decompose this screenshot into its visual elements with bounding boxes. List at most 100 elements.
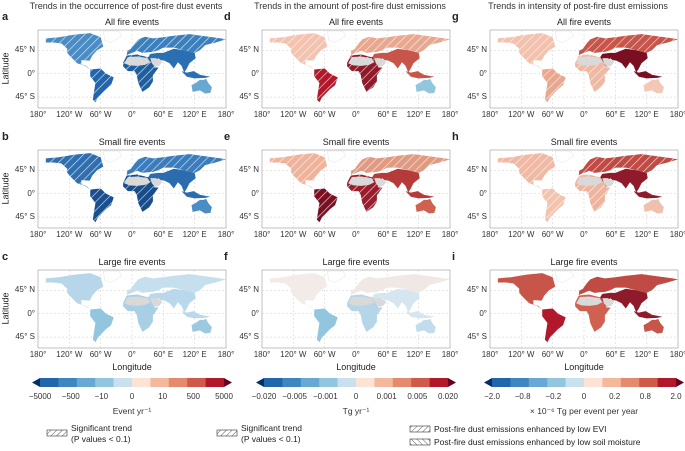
panel-title: Large fire events	[322, 257, 390, 267]
landmass-sah	[576, 176, 603, 186]
landmass-eu	[350, 274, 450, 295]
landmass-as	[371, 48, 420, 73]
landmass-sah	[348, 176, 375, 186]
significant-trend-swatch	[216, 429, 238, 437]
colorbar-extend-min	[32, 378, 40, 387]
colorbar-tick-label: 0.020	[437, 392, 459, 401]
landmass-au	[643, 318, 664, 334]
column-title-2: Trends in intensity of post-fire dust em…	[488, 1, 668, 11]
x-tick-label: 60° W	[89, 350, 112, 359]
panel-letter: f	[224, 251, 228, 263]
panel-letter: d	[224, 11, 231, 23]
landmass-as	[599, 48, 648, 73]
y-tick-label: 45° N	[14, 285, 35, 295]
legend-label: Post-fire dust emissions enhanced by low…	[434, 424, 607, 434]
x-tick-label: 120° E	[182, 110, 207, 119]
y-tick-label: 45° N	[238, 285, 259, 295]
x-tick-label: 120° W	[280, 350, 307, 359]
y-tick-label: 45° N	[466, 165, 487, 175]
significance-hatching	[542, 188, 566, 223]
x-tick-label: 180°	[481, 350, 499, 359]
colorbar-tick-label: 0	[581, 392, 587, 401]
landmass-sah	[348, 296, 375, 306]
panel-letter: h	[452, 131, 459, 143]
landmass-gl	[555, 30, 574, 43]
x-tick-label: 60° E	[153, 350, 174, 359]
colorbar-segment	[264, 378, 283, 387]
colorbar-segment	[300, 378, 320, 387]
landmass-gl	[327, 30, 346, 43]
colorbar-tick-label: 0.001	[376, 392, 397, 401]
colorbar-unit: × 10⁻⁶ Tg per event per year	[529, 406, 639, 416]
landmass-au	[415, 198, 436, 214]
legend-label: (P values < 0.1)	[241, 434, 301, 444]
x-tick-label: 120° W	[56, 230, 83, 239]
panel-letter: b	[2, 131, 9, 143]
x-tick-label: 60° E	[605, 110, 626, 119]
x-tick-label: 0°	[580, 110, 588, 119]
landmass-as	[147, 288, 196, 313]
y-tick-label: 45° S	[239, 92, 259, 102]
significance-hatching	[45, 153, 104, 190]
x-tick-label: 180°	[217, 350, 235, 359]
x-tick-label: 180°	[669, 350, 685, 359]
x-tick-label: 180°	[253, 110, 271, 119]
column-title-1: Trends in the amount of post-fire dust e…	[254, 1, 446, 11]
x-tick-label: 120° W	[508, 110, 535, 119]
colorbar-segment	[113, 378, 133, 387]
legend-label: Post-fire dust emissions enhanced by low…	[434, 437, 641, 447]
x-tick-label: 120° W	[56, 350, 83, 359]
x-tick-label: 60° E	[605, 230, 626, 239]
colorbar-segment	[40, 378, 59, 387]
landmass-as	[599, 288, 648, 313]
colorbar-segment	[187, 378, 206, 387]
colorbar-tick-label: 0	[129, 392, 135, 401]
significance-hatching	[578, 154, 678, 175]
y-tick-label: 0°	[27, 188, 35, 198]
colorbar-segment	[356, 378, 375, 387]
colorbar-tick-label: −0.8	[514, 392, 531, 401]
x-tick-label: 180°	[481, 230, 499, 239]
landmass-id	[633, 311, 663, 319]
panel-letter: g	[452, 11, 459, 23]
x-tick-label: 120° W	[508, 350, 535, 359]
x-tick-label: 60° W	[313, 110, 336, 119]
y-tick-label: 45° N	[466, 45, 487, 55]
y-tick-label: 45° S	[239, 212, 259, 222]
landmass-as	[147, 48, 196, 73]
x-tick-label: 180°	[29, 110, 47, 119]
y-tick-label: 45° S	[15, 92, 35, 102]
x-tick-label: 60° E	[153, 110, 174, 119]
landmass-sah	[124, 176, 151, 186]
landmass-au	[191, 318, 212, 334]
y-tick-label: 45° S	[15, 332, 35, 342]
panel-letter: a	[2, 11, 9, 23]
landmass-ar	[374, 58, 387, 67]
colorbar-unit: Tg yr⁻¹	[342, 406, 370, 416]
significance-hatching	[90, 188, 114, 223]
x-tick-label: 0°	[580, 230, 588, 239]
x-tick-label: 60° E	[377, 110, 398, 119]
y-tick-label: 45° N	[238, 165, 259, 175]
x-tick-label: 180°	[217, 230, 235, 239]
x-tick-label: 0°	[128, 230, 136, 239]
y-tick-label: 45° N	[14, 45, 35, 55]
colorbar-segment	[132, 378, 151, 387]
low-evi-swatch	[409, 425, 431, 433]
landmass-gl	[103, 150, 122, 163]
landmass-eu	[578, 274, 678, 295]
landmass-sa	[542, 308, 566, 343]
landmass-sah	[576, 296, 603, 306]
landmass-id	[633, 71, 663, 79]
x-tick-label: 120° W	[280, 230, 307, 239]
panel-title: Small fire events	[322, 137, 390, 147]
x-tick-label: 180°	[441, 230, 459, 239]
x-tick-label: 120° E	[406, 230, 431, 239]
colorbar-extend-min	[256, 378, 264, 387]
landmass-eu	[126, 274, 226, 295]
colorbar-segment	[95, 378, 114, 387]
x-tick-label: 60° E	[377, 350, 398, 359]
colorbar-tick-label: −500	[61, 392, 80, 401]
x-tick-label: 0°	[128, 110, 136, 119]
